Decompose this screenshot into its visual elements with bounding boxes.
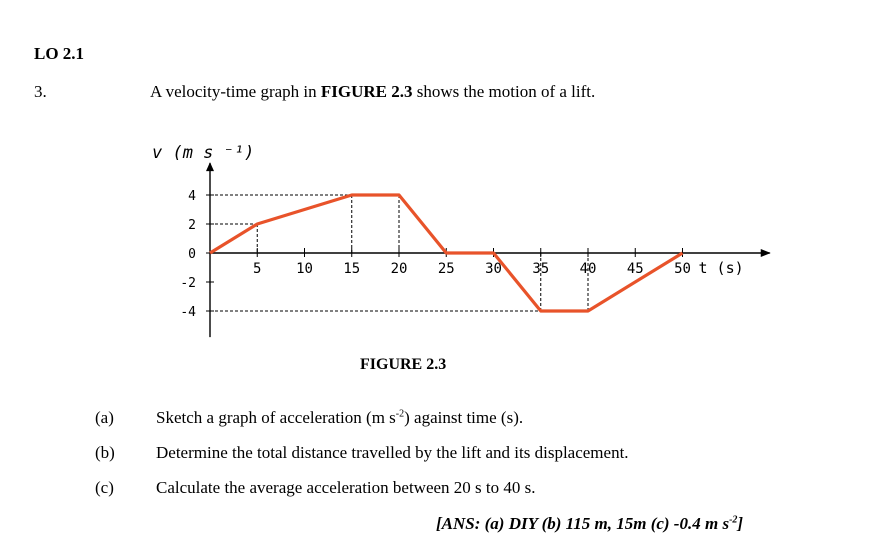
answer-sup: -2 xyxy=(729,514,738,526)
x-tick-label: 30 xyxy=(485,261,502,277)
figure-caption: FIGURE 2.3 xyxy=(360,356,447,373)
velocity-time-chart: 420-2-45 10 15 20 25 30 35 40 45 50v (m s ⁻¹)t (s… xyxy=(152,143,771,338)
part-c-text: Calculate the average acceleration betwe… xyxy=(156,478,536,497)
part-label-c: (c) xyxy=(95,478,114,497)
y-axis-arrow xyxy=(206,162,214,172)
y-tick-label: -2 xyxy=(180,276,196,291)
y-tick-label: 4 xyxy=(188,189,196,204)
part-a-after: ) against time (s). xyxy=(404,408,524,427)
y-tick-label: 2 xyxy=(188,218,196,233)
part-label-b: (b) xyxy=(95,443,115,462)
x-tick-label: 50 xyxy=(674,261,691,277)
y-tick-label: 0 xyxy=(188,247,196,262)
x-tick-label: 20 xyxy=(391,261,408,277)
x-tick-label: 15 xyxy=(343,261,360,277)
answer-line: [ANS: (a) DIY (b) 115 m, 15m (c) -0.4 m … xyxy=(436,514,743,534)
part-text-a: Sketch a graph of acceleration (m s-2) a… xyxy=(156,408,523,428)
x-tick-label: 10 xyxy=(296,261,313,277)
part-text-b: Determine the total distance travelled b… xyxy=(156,443,629,463)
question-text-before: A velocity-time graph in xyxy=(150,82,321,101)
figure-reference: FIGURE 2.3 xyxy=(320,82,413,101)
x-axis-arrow xyxy=(760,249,771,257)
x-tick-label: 25 xyxy=(438,261,455,277)
x-tick-label: 45 xyxy=(627,261,644,277)
question-number: 3. xyxy=(34,82,47,101)
part-text-c: Calculate the average acceleration betwe… xyxy=(156,478,536,498)
part-a-sup: -2 xyxy=(395,408,405,420)
part-a-before: Sketch a graph of acceleration (m s xyxy=(156,408,396,427)
question-text: A velocity-time graph in FIGURE 2.3 show… xyxy=(150,82,595,102)
velocity-series-line xyxy=(209,193,684,313)
y-axis-label: v (m s ⁻¹) xyxy=(152,143,254,163)
x-axis-label: t (s) xyxy=(699,259,744,277)
question-text-after: shows the motion of a lift. xyxy=(412,82,596,101)
part-label-a: (a) xyxy=(95,408,114,427)
part-b-text: Determine the total distance travelled b… xyxy=(156,443,629,462)
learning-outcome-label: LO 2.1 xyxy=(34,44,85,63)
x-tick-label: 5 xyxy=(253,261,261,277)
answer-before: [ANS: (a) DIY (b) 115 m, 15m (c) -0.4 m … xyxy=(436,514,730,533)
answer-after: ] xyxy=(737,514,744,533)
y-tick-label: -4 xyxy=(180,305,196,320)
